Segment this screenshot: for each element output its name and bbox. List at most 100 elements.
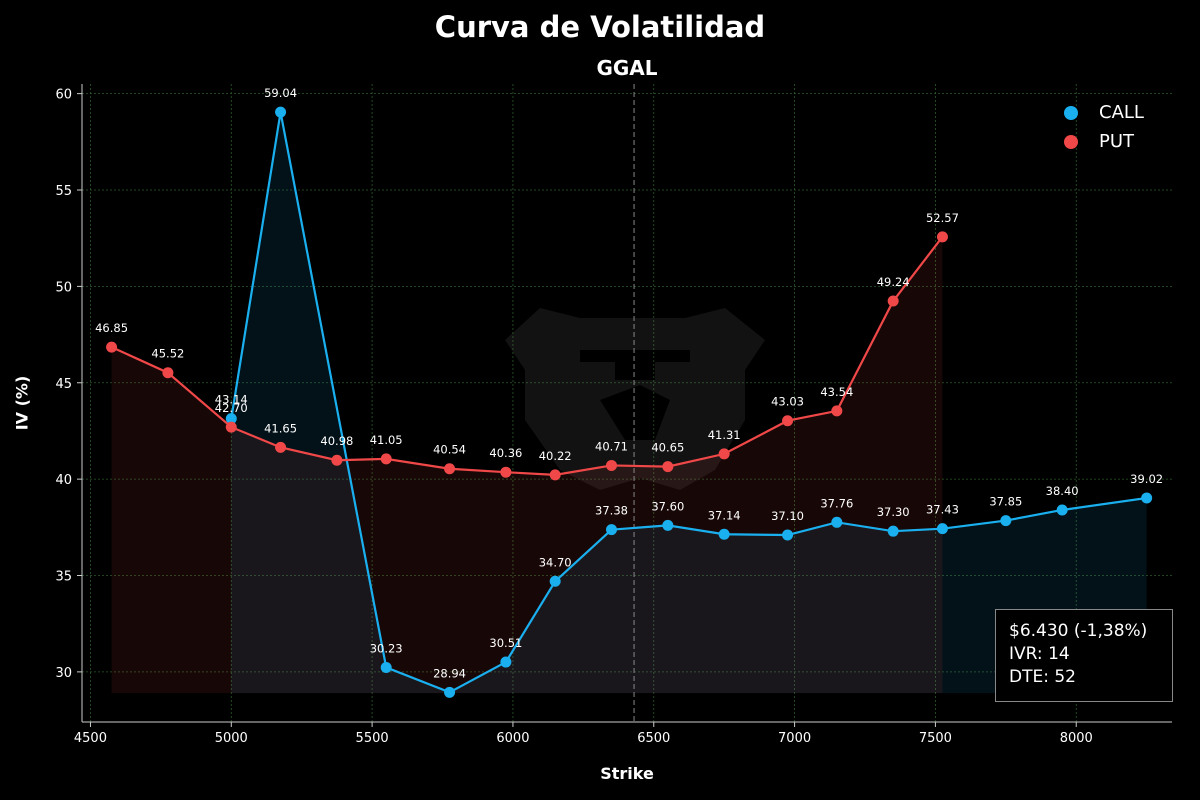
put-data-label: 40.36: [489, 446, 522, 460]
put-data-label: 43.54: [820, 385, 853, 399]
iv-rank: IVR: 14: [1009, 644, 1070, 664]
put-data-label: 41.05: [370, 433, 403, 447]
call-data-label: 37.43: [926, 503, 959, 517]
y-tick-label: 60: [55, 88, 72, 103]
bulldog-watermark-logo: [505, 308, 765, 490]
call-point: [718, 528, 730, 540]
put-data-label: 41.65: [264, 421, 297, 435]
put-point: [331, 454, 343, 466]
put-point: [606, 459, 618, 471]
call-point: [782, 529, 794, 541]
y-tick-label: 30: [55, 666, 72, 681]
underlying-price: $6.430 (-1,38%): [1009, 621, 1148, 641]
put-point: [106, 341, 118, 353]
put-point: [718, 448, 730, 460]
put-data-label: 40.54: [433, 443, 466, 457]
call-point: [662, 519, 674, 531]
y-tick-label: 45: [55, 377, 72, 392]
call-data-label: 38.40: [1046, 484, 1079, 498]
call-area: [231, 112, 1147, 694]
call-point: [225, 413, 237, 425]
call-data-label: 37.85: [989, 495, 1022, 509]
call-data-label: 30.23: [370, 641, 403, 655]
call-point: [444, 686, 456, 698]
call-data-label: 37.14: [708, 508, 741, 522]
call-data-label: 37.60: [651, 499, 684, 513]
put-point: [662, 461, 674, 473]
put-data-label: 40.22: [539, 449, 572, 463]
data-labels: 43.14 59.04 30.23 28.94 30.51 34.70 37.38 37.60…: [95, 86, 1163, 680]
series-lines: [106, 106, 1153, 698]
legend-item-put: PUT: [1058, 127, 1144, 156]
call-point: [549, 575, 561, 587]
call-point: [275, 106, 287, 118]
x-tick-label: 6500: [637, 731, 670, 746]
x-tick-label: 7000: [778, 731, 811, 746]
y-tick-label: 35: [55, 570, 72, 585]
put-data-label: 40.65: [651, 441, 684, 455]
put-point: [936, 231, 948, 243]
put-data-label: 41.31: [708, 428, 741, 442]
call-point: [606, 524, 618, 536]
days-to-expiry: DTE: 52: [1009, 667, 1076, 687]
call-data-label: 37.76: [820, 496, 853, 510]
put-line: [111, 236, 944, 477]
y-tick-label: 55: [55, 184, 72, 199]
put-data-label: 43.03: [771, 395, 804, 409]
legend-label-put: PUT: [1099, 131, 1135, 152]
call-point: [1141, 492, 1153, 504]
put-area: [111, 236, 943, 694]
put-data-label: 40.98: [320, 434, 353, 448]
put-point: [549, 469, 561, 481]
x-axis-label: Strike: [600, 764, 654, 783]
put-point: [500, 466, 512, 478]
call-data-label: 30.51: [489, 636, 522, 650]
area-fills: [111, 112, 1147, 694]
put-point: [380, 453, 392, 465]
axes: 4500 5000 5500 6000 6500 7000 7500 8000 30 35 40 45…: [55, 84, 1172, 746]
legend-marker-put: [1064, 134, 1078, 149]
chart-title: Curva de Volatilidad: [434, 10, 766, 44]
call-data-label: 59.04: [264, 86, 297, 100]
put-point: [887, 295, 899, 307]
legend: CALL PUT: [1058, 98, 1144, 156]
call-point: [887, 525, 899, 537]
x-tick-label: 8000: [1060, 731, 1093, 746]
info-box: $6.430 (-1,38%) IVR: 14 DTE: 52: [995, 609, 1173, 702]
call-point: [380, 661, 392, 673]
put-point: [831, 405, 843, 417]
call-point: [500, 656, 512, 668]
legend-item-call: CALL: [1058, 98, 1144, 127]
y-tick-label: 40: [55, 473, 72, 488]
put-data-label: 49.24: [877, 275, 910, 289]
call-data-label: 37.30: [877, 505, 910, 519]
grid: [82, 84, 1172, 722]
legend-marker-call: [1064, 105, 1078, 120]
put-data-label: 52.57: [926, 211, 959, 225]
call-data-label: 28.94: [433, 666, 466, 680]
put-data-label: 42.70: [215, 401, 248, 415]
legend-label-call: CALL: [1099, 102, 1144, 123]
y-tick-label: 50: [55, 280, 72, 295]
call-point: [1056, 504, 1068, 516]
call-line: [230, 111, 1147, 694]
x-tick-label: 4500: [74, 731, 107, 746]
put-point: [162, 367, 174, 379]
call-point: [831, 516, 843, 528]
call-point: [1000, 515, 1012, 527]
call-data-label: 34.70: [539, 555, 572, 569]
put-data-label: 40.71: [595, 439, 628, 453]
call-point: [936, 523, 948, 535]
put-point: [782, 415, 794, 427]
x-tick-label: 6000: [496, 731, 529, 746]
put-point: [444, 463, 456, 475]
x-tick-label: 5000: [215, 731, 248, 746]
x-tick-label: 5500: [356, 731, 389, 746]
call-data-label: 37.38: [595, 504, 628, 518]
put-data-label: 45.52: [151, 347, 184, 361]
call-data-label: 39.02: [1130, 472, 1163, 486]
x-tick-label: 7500: [919, 731, 952, 746]
chart-subtitle: GGAL: [596, 56, 658, 80]
put-point: [225, 421, 237, 433]
